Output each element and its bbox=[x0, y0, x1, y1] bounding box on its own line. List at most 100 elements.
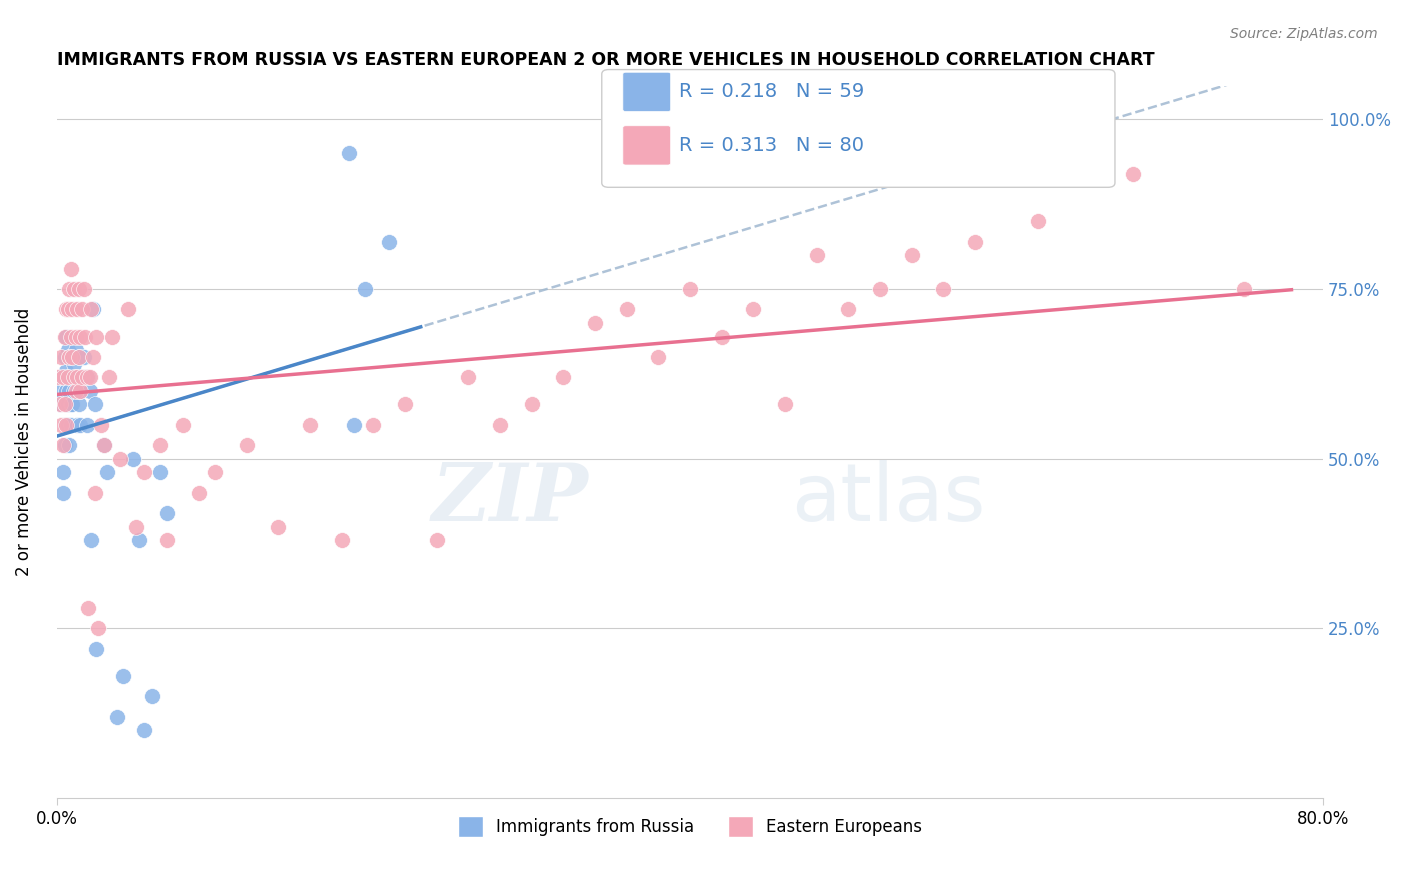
Text: atlas: atlas bbox=[792, 460, 986, 538]
Point bbox=[87, 622, 110, 636]
Point bbox=[66, 417, 89, 432]
Point bbox=[298, 417, 321, 432]
Point bbox=[84, 329, 107, 343]
Point bbox=[426, 533, 449, 548]
Point bbox=[53, 397, 76, 411]
Point bbox=[93, 438, 115, 452]
Point bbox=[128, 533, 150, 548]
Point bbox=[267, 519, 290, 533]
Point bbox=[56, 343, 79, 358]
Point bbox=[53, 350, 76, 364]
Point bbox=[742, 302, 765, 317]
Text: IMMIGRANTS FROM RUSSIA VS EASTERN EUROPEAN 2 OR MORE VEHICLES IN HOUSEHOLD CORRE: IMMIGRANTS FROM RUSSIA VS EASTERN EUROPE… bbox=[56, 51, 1154, 69]
Point bbox=[125, 519, 148, 533]
Point bbox=[148, 438, 170, 452]
Point bbox=[330, 533, 353, 548]
Point bbox=[378, 235, 401, 249]
Point bbox=[56, 370, 79, 384]
Point bbox=[83, 397, 105, 411]
Point bbox=[53, 417, 76, 432]
Point bbox=[67, 350, 90, 364]
Point bbox=[65, 329, 87, 343]
Point bbox=[553, 370, 575, 384]
Point bbox=[75, 329, 97, 343]
Point bbox=[70, 302, 93, 317]
Text: ZIP: ZIP bbox=[432, 460, 589, 538]
Point bbox=[112, 669, 135, 683]
Point bbox=[58, 350, 80, 364]
Point bbox=[869, 282, 891, 296]
Point bbox=[70, 370, 93, 384]
Point bbox=[93, 438, 115, 452]
Point bbox=[67, 397, 90, 411]
Point bbox=[82, 350, 104, 364]
Point bbox=[66, 384, 89, 398]
Point bbox=[121, 451, 143, 466]
Point bbox=[49, 397, 72, 411]
Point bbox=[90, 417, 112, 432]
Point bbox=[837, 302, 859, 317]
Point bbox=[72, 350, 94, 364]
Point bbox=[58, 438, 80, 452]
Point bbox=[63, 384, 86, 398]
Point bbox=[65, 370, 87, 384]
Point bbox=[66, 370, 89, 384]
Point bbox=[63, 282, 86, 296]
Point bbox=[63, 370, 86, 384]
Point bbox=[51, 350, 73, 364]
Point bbox=[141, 690, 163, 704]
Point bbox=[56, 417, 79, 432]
Point bbox=[108, 451, 131, 466]
Point bbox=[53, 370, 76, 384]
Point bbox=[59, 261, 82, 276]
Point bbox=[72, 282, 94, 296]
Point bbox=[394, 397, 416, 411]
Point bbox=[235, 438, 257, 452]
Point bbox=[55, 363, 77, 377]
Point bbox=[59, 417, 82, 432]
Point bbox=[83, 485, 105, 500]
Point bbox=[1026, 214, 1049, 228]
Point bbox=[56, 302, 79, 317]
Point bbox=[55, 384, 77, 398]
Point bbox=[900, 248, 922, 262]
Point bbox=[63, 357, 86, 371]
Text: R = 0.218   N = 59: R = 0.218 N = 59 bbox=[679, 82, 865, 102]
Point bbox=[51, 417, 73, 432]
Point bbox=[59, 329, 82, 343]
Point bbox=[101, 329, 124, 343]
Point bbox=[55, 329, 77, 343]
Point bbox=[69, 329, 91, 343]
Point bbox=[52, 466, 75, 480]
Point bbox=[457, 370, 479, 384]
Point bbox=[65, 343, 87, 358]
Point bbox=[58, 384, 80, 398]
Point bbox=[75, 370, 97, 384]
Point bbox=[679, 282, 702, 296]
Point bbox=[80, 302, 103, 317]
Point bbox=[354, 282, 377, 296]
Point bbox=[58, 282, 80, 296]
Point bbox=[62, 370, 84, 384]
Point bbox=[1233, 282, 1256, 296]
Point bbox=[65, 384, 87, 398]
Point bbox=[520, 397, 543, 411]
Point bbox=[132, 466, 155, 480]
Text: R = 0.313   N = 80: R = 0.313 N = 80 bbox=[679, 136, 865, 155]
Point bbox=[343, 417, 366, 432]
Point bbox=[79, 384, 101, 398]
Point bbox=[55, 302, 77, 317]
Point bbox=[489, 417, 512, 432]
Point bbox=[339, 146, 361, 161]
Point bbox=[76, 370, 98, 384]
Point bbox=[117, 302, 139, 317]
Point bbox=[204, 466, 226, 480]
Point bbox=[710, 329, 733, 343]
Point bbox=[52, 485, 75, 500]
Point bbox=[806, 248, 828, 262]
Point bbox=[52, 438, 75, 452]
Point bbox=[79, 370, 101, 384]
Point bbox=[773, 397, 796, 411]
Point bbox=[66, 302, 89, 317]
Point bbox=[52, 370, 75, 384]
